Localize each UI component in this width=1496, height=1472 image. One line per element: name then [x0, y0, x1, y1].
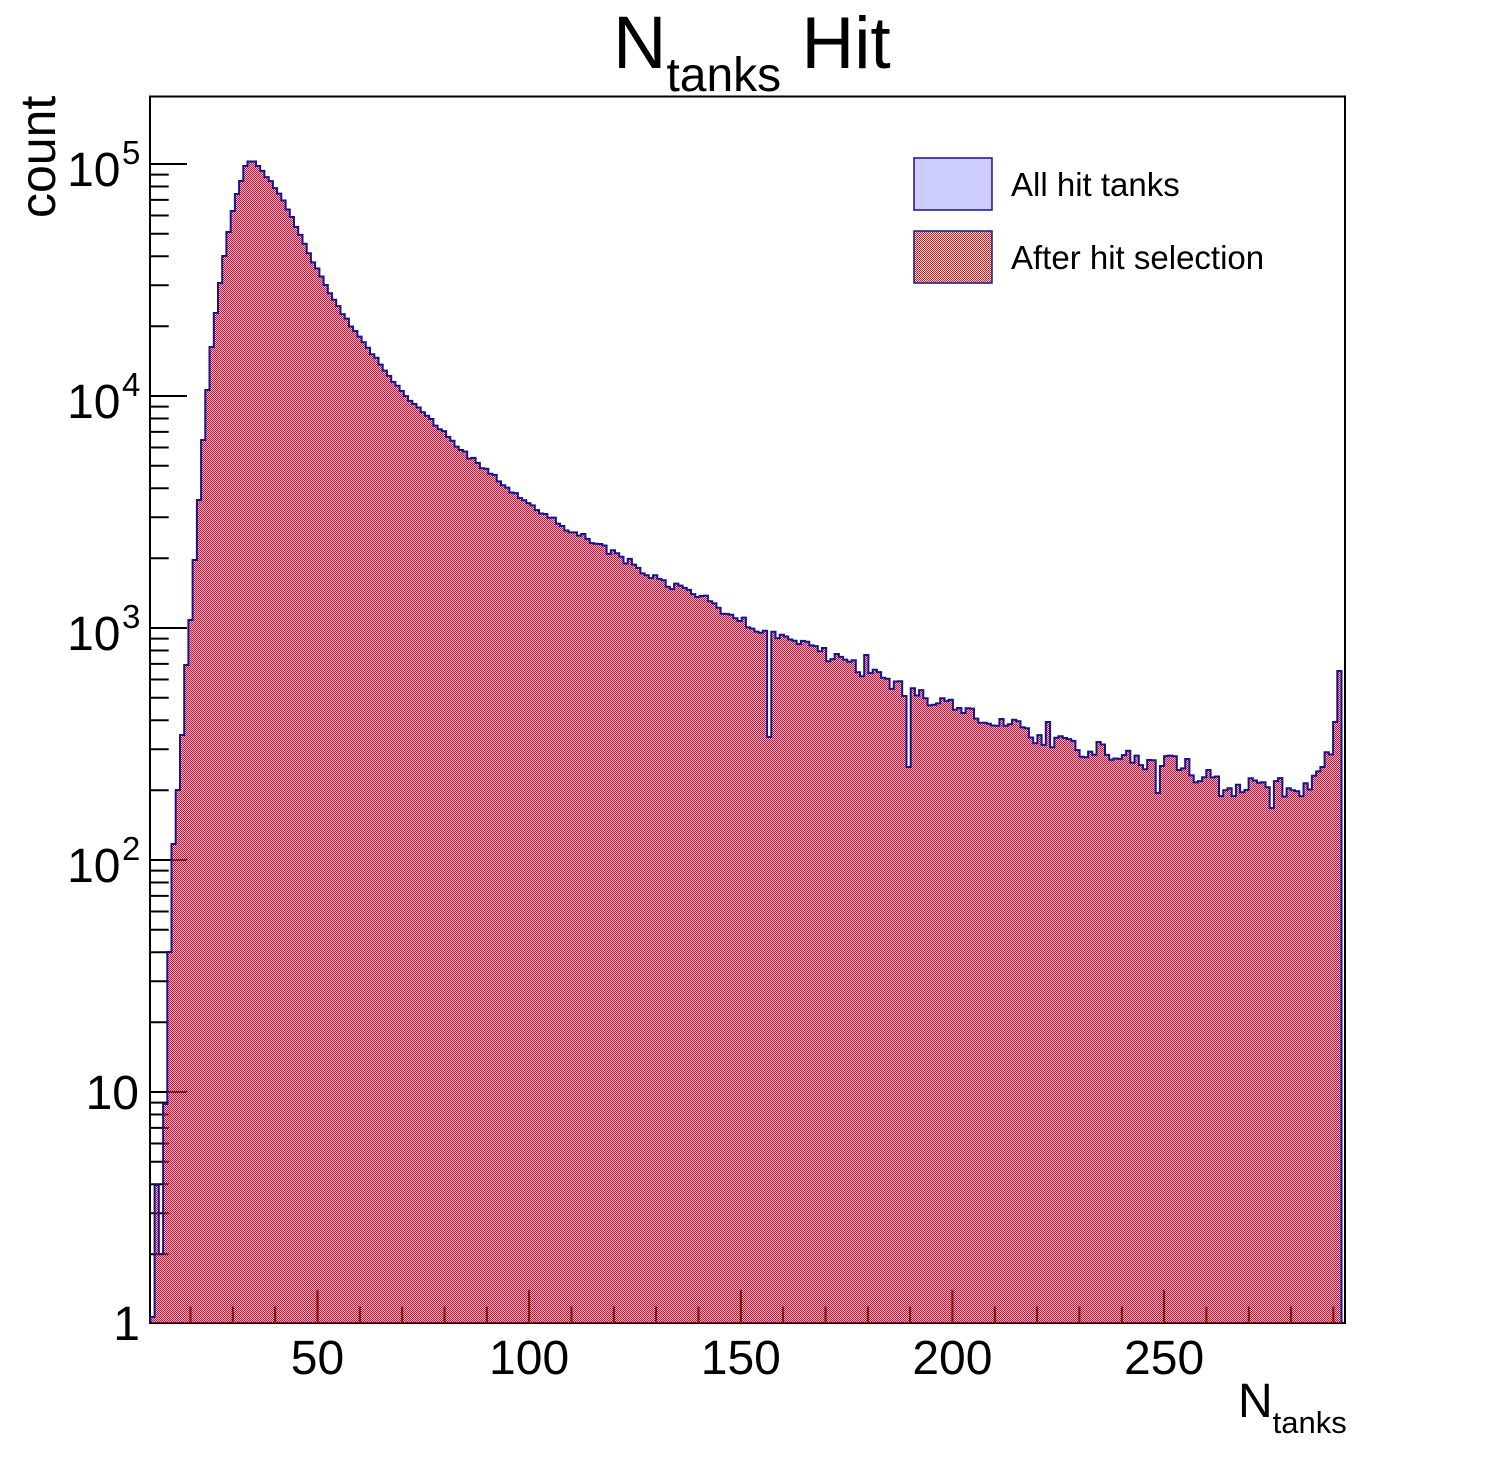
svg-text:2: 2	[122, 830, 140, 867]
svg-text:5: 5	[122, 134, 140, 171]
svg-text:10: 10	[86, 1067, 139, 1120]
svg-text:150: 150	[701, 1332, 781, 1385]
svg-text:10: 10	[67, 840, 120, 893]
svg-text:50: 50	[291, 1332, 344, 1385]
svg-text:4: 4	[122, 366, 140, 403]
svg-text:10: 10	[67, 376, 120, 429]
svg-text:3: 3	[122, 598, 140, 635]
svg-text:All hit tanks: All hit tanks	[1011, 166, 1180, 203]
svg-text:10: 10	[67, 608, 120, 661]
svg-text:After hit selection: After hit selection	[1011, 239, 1264, 276]
svg-text:100: 100	[489, 1332, 569, 1385]
svg-text:200: 200	[912, 1332, 992, 1385]
svg-text:1: 1	[113, 1298, 140, 1351]
svg-text:250: 250	[1124, 1332, 1204, 1385]
svg-text:count: count	[10, 96, 66, 218]
svg-text:10: 10	[67, 144, 120, 197]
